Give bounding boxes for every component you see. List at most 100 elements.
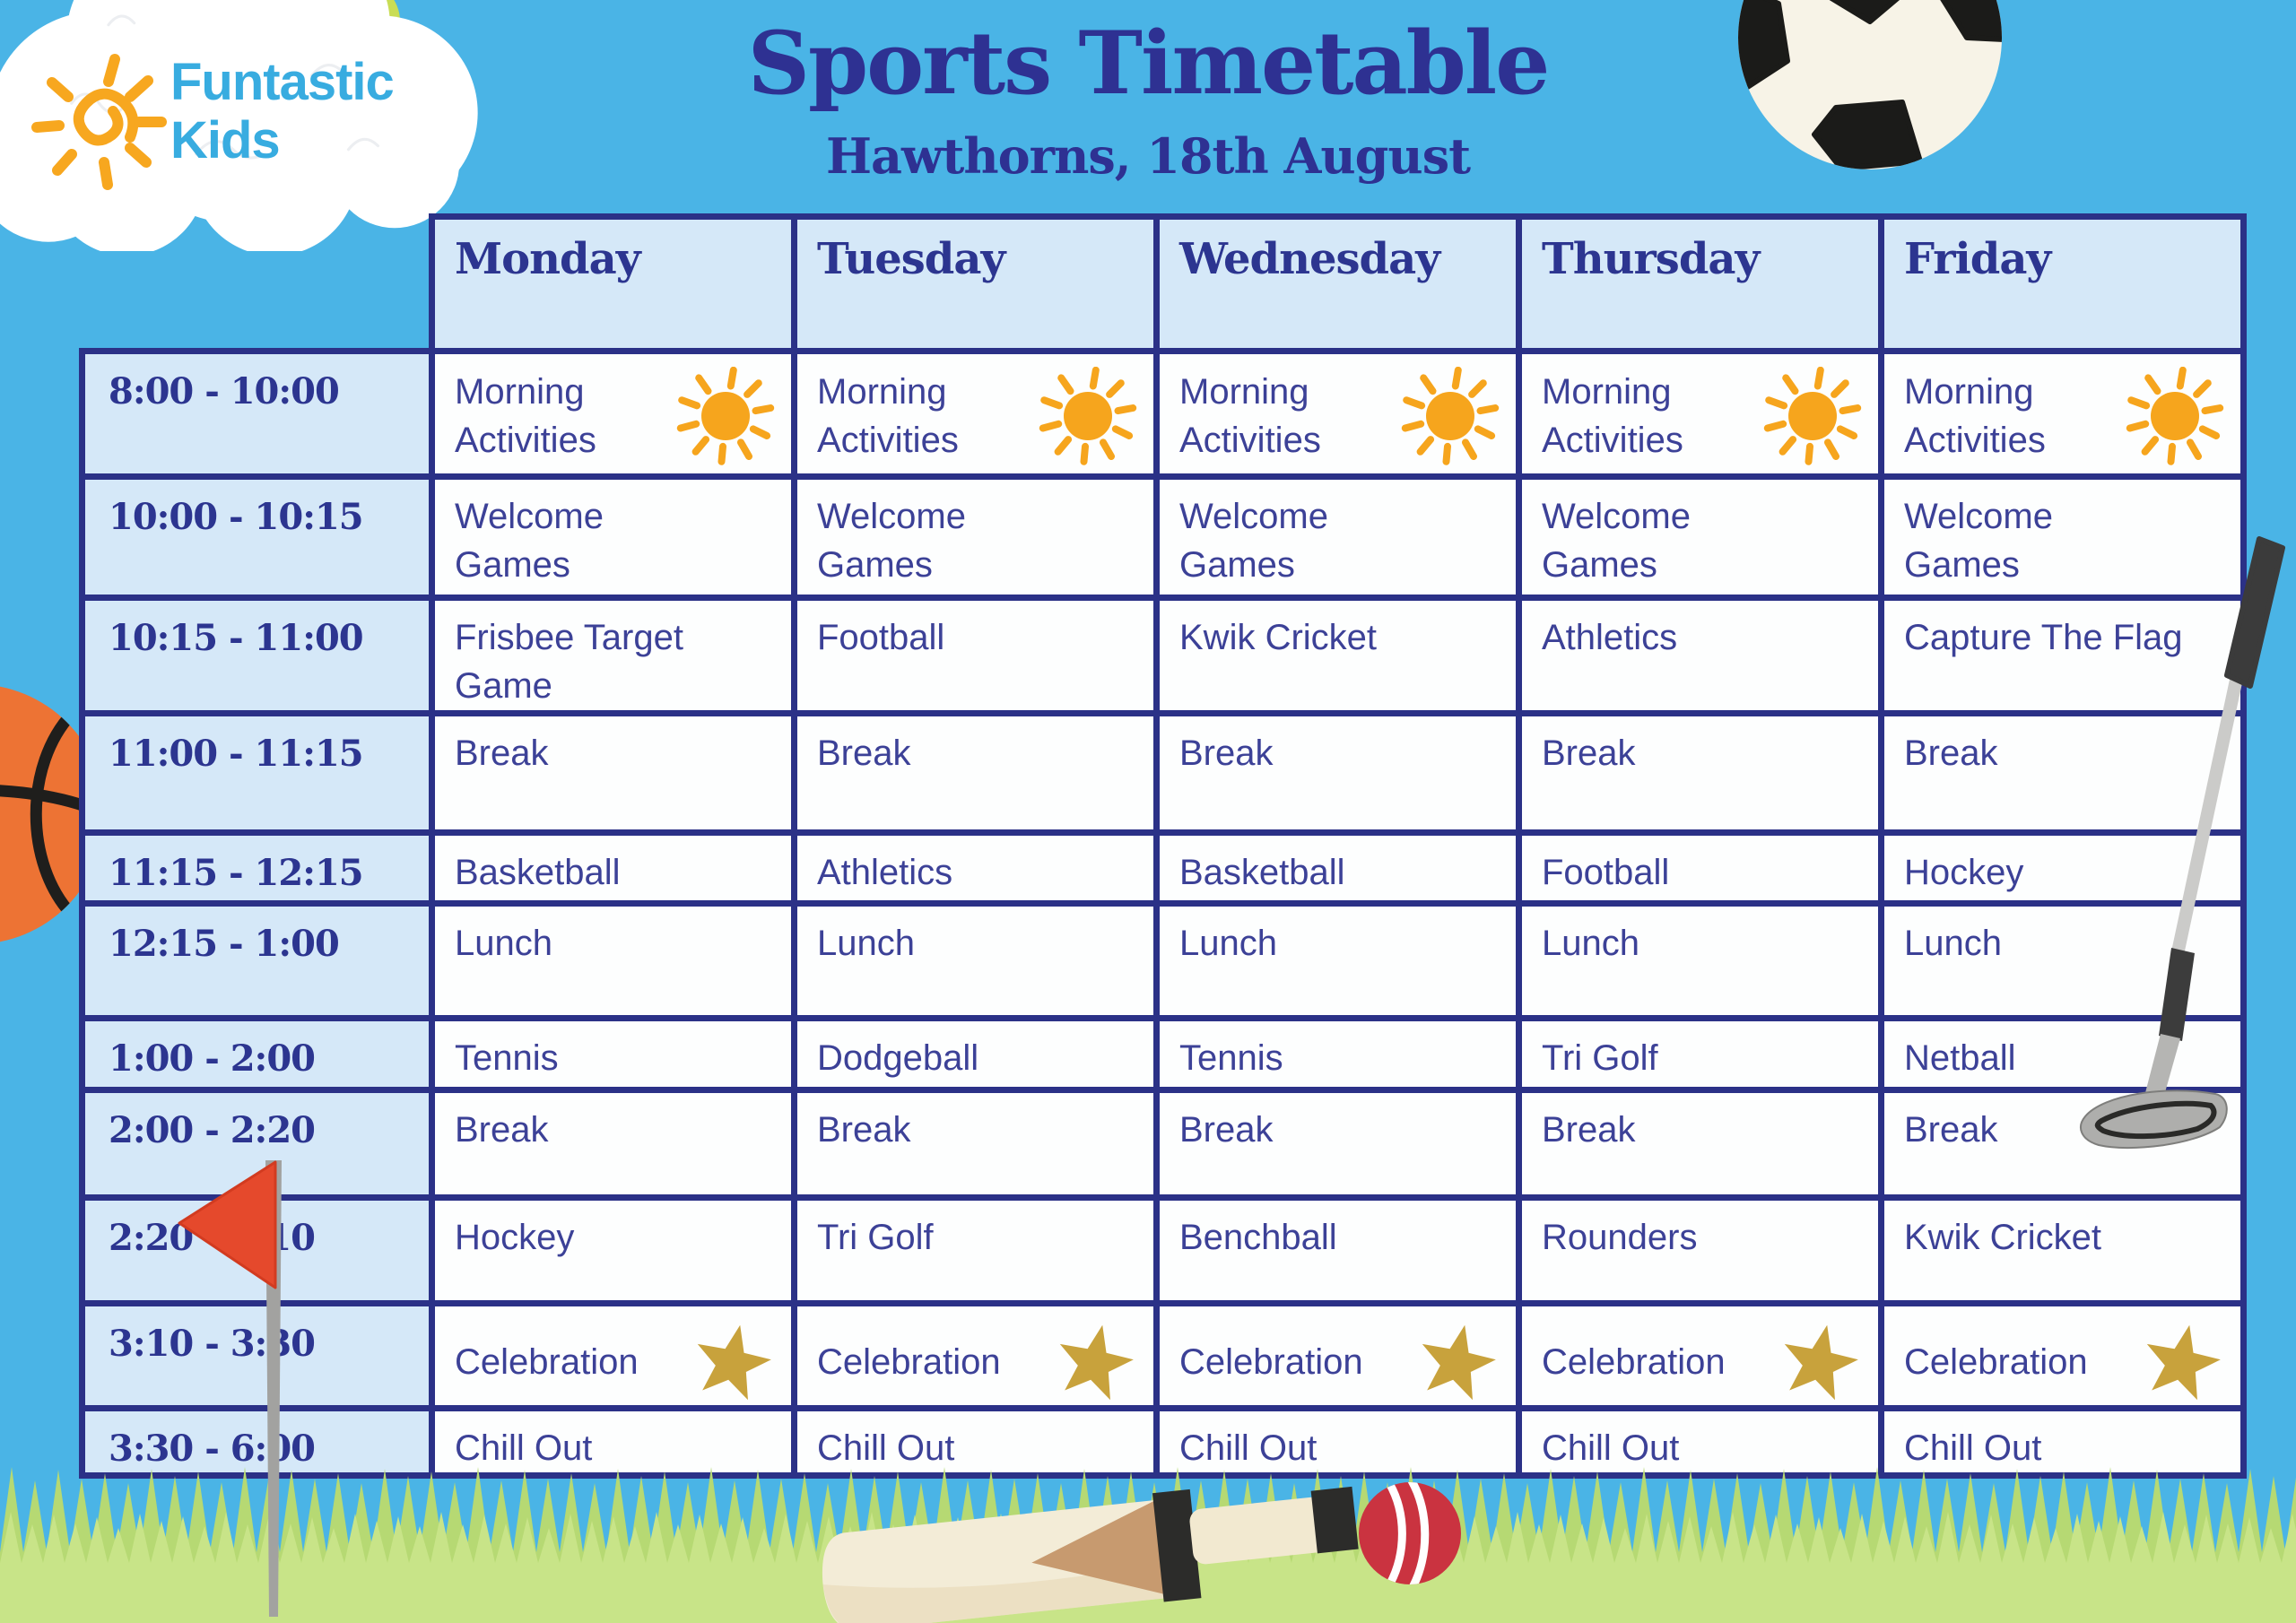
activity-cell: Hockey [1878, 829, 2247, 907]
table-row: 11:00 - 11:15 Break Break Break Break Break [79, 710, 2247, 836]
activity-label: Tennis [455, 1038, 559, 1078]
time-cell: 10:15 - 11:00 [79, 595, 435, 716]
activity-label: Netball [1904, 1038, 2016, 1078]
time-cell: 11:15 - 12:15 [79, 829, 435, 907]
activity-label: Basketball [1179, 853, 1345, 892]
table-row: 11:15 - 12:15 Basketball Athletics Basketba… [79, 829, 2247, 907]
cricket-bat-icon [822, 1486, 1359, 1623]
activity-cell: Welcome Games [791, 473, 1160, 601]
activity-cell: Chill Out [1878, 1405, 2247, 1479]
activity-cell: Chill Out [791, 1405, 1160, 1479]
activity-cell: Athletics [1516, 595, 1884, 716]
table-row: 10:00 - 10:15 Welcome Games Welcome Games W… [79, 473, 2247, 601]
brand-name-line2: Kids [170, 110, 281, 169]
activity-cell: Break [1153, 710, 1522, 836]
activity-cell: Chill Out [429, 1405, 797, 1479]
activity-cell: Celebration [1516, 1300, 1884, 1411]
table-row: 8:00 - 10:00 Morning Activities Morning A… [79, 348, 2247, 480]
activity-cell: Break [791, 710, 1160, 836]
day-header-tuesday: Tuesday [791, 213, 1160, 354]
activity-label: Kwik Cricket [1904, 1218, 2102, 1257]
activity-label: Morning Activities [817, 372, 959, 460]
activity-cell: Basketball [1153, 829, 1522, 907]
sun-icon [1401, 367, 1500, 465]
activity-label: Tri Golf [817, 1218, 934, 1257]
activity-cell: Welcome Games [429, 473, 797, 601]
star-icon [697, 1324, 771, 1401]
activity-label: Chill Out [1904, 1428, 2042, 1468]
activity-label: Basketball [455, 853, 621, 892]
activity-label: Break [1179, 733, 1274, 773]
activity-label: Celebration [1179, 1342, 1363, 1382]
brand-logo: Funtastic Kids [170, 53, 395, 170]
page-subtitle: Hawthorns, 18th August [825, 127, 1471, 185]
time-cell: 10:00 - 10:15 [79, 473, 435, 601]
activity-label: Welcome Games [1542, 497, 1691, 585]
activity-label: Chill Out [817, 1428, 955, 1468]
activity-cell: Welcome Games [1878, 473, 2247, 601]
day-header-monday: Monday [429, 213, 797, 354]
activity-label: Celebration [1904, 1342, 2088, 1382]
page-title: Sports Timetable [747, 13, 1551, 114]
activity-cell: Hockey [429, 1194, 797, 1306]
table-header-row: Monday Tuesday Wednesday Thursday Friday [83, 213, 2247, 354]
table-row: 10:15 - 11:00 Frisbee Target Game Football… [79, 595, 2247, 716]
timetable: Monday Tuesday Wednesday Thursday Friday 8:00… [79, 213, 2247, 1479]
activity-label: Lunch [1904, 924, 2002, 963]
activity-label: Break [1904, 733, 1998, 773]
table-row: 12:15 - 1:00 Lunch Lunch Lunch Lunch Lunch [79, 900, 2247, 1021]
activity-cell: Tennis [1153, 1015, 1522, 1093]
activity-cell: Kwik Cricket [1878, 1194, 2247, 1306]
activity-cell: Celebration [1153, 1300, 1522, 1411]
activity-label: Celebration [455, 1342, 639, 1382]
activity-cell: Celebration [429, 1300, 797, 1411]
activity-cell: Break [1516, 710, 1884, 836]
activity-cell: Morning Activities [1878, 348, 2247, 480]
activity-cell: Football [1516, 829, 1884, 907]
brand-name-line1: Funtastic [170, 53, 395, 111]
activity-cell: Chill Out [1516, 1405, 1884, 1479]
activity-cell: Kwik Cricket [1153, 595, 1522, 716]
activity-label: Welcome Games [1179, 497, 1328, 585]
golf-club-icon [2080, 536, 2285, 1150]
cricket-bat-and-ball-icon [822, 1482, 1461, 1623]
activity-cell: Lunch [791, 900, 1160, 1021]
time-cell: 1:00 - 2:00 [79, 1015, 435, 1093]
table-row: 1:00 - 2:00 Tennis Dodgeball Tennis Tri Golf… [79, 1015, 2247, 1093]
activity-cell: Celebration [791, 1300, 1160, 1411]
activity-cell: Lunch [429, 900, 797, 1021]
activity-label: Athletics [1542, 618, 1678, 657]
activity-cell: Morning Activities [1516, 348, 1884, 480]
activity-label: Dodgeball [817, 1038, 979, 1078]
activity-label: Break [1179, 1110, 1274, 1150]
table-row: 3:10 - 3:30 Celebration Celebration Celeb… [79, 1300, 2247, 1411]
activity-label: Chill Out [1179, 1428, 1318, 1468]
activity-label: Break [1542, 733, 1636, 773]
activity-cell: Welcome Games [1153, 473, 1522, 601]
star-icon [1784, 1324, 1858, 1401]
activity-cell: Chill Out [1153, 1405, 1522, 1479]
activity-label: Celebration [817, 1342, 1001, 1382]
sun-logo-icon [31, 54, 167, 190]
activity-label: Football [817, 618, 945, 657]
sun-icon [2126, 367, 2224, 465]
activity-cell: Frisbee Target Game [429, 595, 797, 716]
activity-label: Hockey [1904, 853, 2024, 892]
activity-cell: Morning Activities [429, 348, 797, 480]
activity-cell: Tri Golf [1516, 1015, 1884, 1093]
activity-label: Welcome Games [817, 497, 966, 585]
activity-label: Break [455, 1110, 549, 1150]
activity-label: Welcome Games [1904, 497, 2053, 585]
table-row: 2:20 - 3:10HockeyTri GolfBenchballRounde… [79, 1194, 2247, 1306]
star-icon [1422, 1324, 1496, 1401]
activity-label: Lunch [1179, 924, 1277, 963]
activity-label: Morning Activities [1542, 372, 1683, 460]
activity-label: Chill Out [455, 1428, 593, 1468]
activity-label: Morning Activities [1179, 372, 1321, 460]
day-header-thursday: Thursday [1516, 213, 1884, 354]
star-icon [2146, 1324, 2221, 1401]
activity-cell: Morning Activities [791, 348, 1160, 480]
activity-label: Break [817, 733, 911, 773]
activity-label: Break [817, 1110, 911, 1150]
